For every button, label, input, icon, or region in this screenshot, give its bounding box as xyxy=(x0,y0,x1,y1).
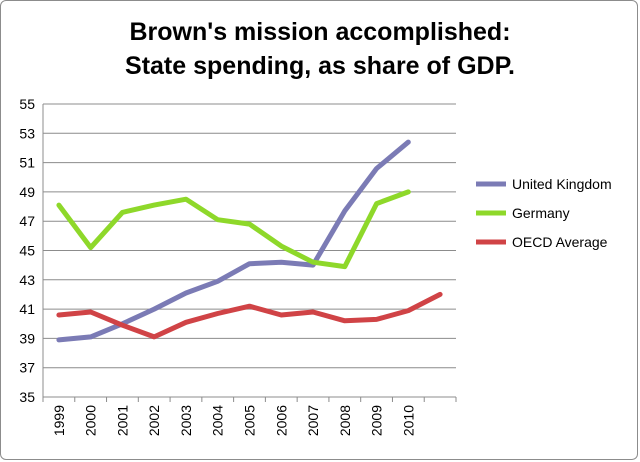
legend-label-germany: Germany xyxy=(512,205,570,221)
chart-title: Brown's mission accomplished: State spen… xyxy=(1,15,639,83)
y-tick-label: 51 xyxy=(19,155,35,171)
x-tick-label: 2006 xyxy=(273,405,289,436)
x-tick-label: 2005 xyxy=(242,405,258,436)
y-tick-label: 35 xyxy=(19,389,35,405)
x-tick-label: 2002 xyxy=(146,405,162,436)
y-tick-label: 55 xyxy=(19,96,35,112)
x-tick-label: 2009 xyxy=(369,405,385,436)
y-tick-label: 43 xyxy=(19,272,35,288)
series-line-united-kingdom xyxy=(56,139,411,343)
y-tick-label: 47 xyxy=(19,213,35,229)
y-tick-label: 49 xyxy=(19,184,35,200)
y-tick-label: 39 xyxy=(19,330,35,346)
y-tick-label: 41 xyxy=(19,301,35,317)
x-tick-label: 2010 xyxy=(400,405,416,436)
legend-label-oecd-average: OECD Average xyxy=(512,234,608,250)
series-line-oecd-average xyxy=(56,291,443,340)
legend-label-united-kingdom: United Kingdom xyxy=(512,176,612,192)
chart-title-line-1: Brown's mission accomplished: xyxy=(129,18,511,46)
x-tick-label: 1999 xyxy=(51,405,67,436)
x-tick-label: 2004 xyxy=(210,405,226,436)
x-tick-label: 2008 xyxy=(337,405,353,436)
chart-title-line-2: State spending, as share of GDP. xyxy=(125,52,515,80)
x-tick-label: 2003 xyxy=(178,405,194,436)
x-tick-label: 2001 xyxy=(114,405,130,436)
y-tick-label: 53 xyxy=(19,125,35,141)
y-tick-label: 45 xyxy=(19,243,35,259)
x-tick-label: 2007 xyxy=(305,405,321,436)
y-tick-label: 37 xyxy=(19,360,35,376)
x-tick-label: 2000 xyxy=(83,405,99,436)
series-line-germany xyxy=(56,189,411,270)
